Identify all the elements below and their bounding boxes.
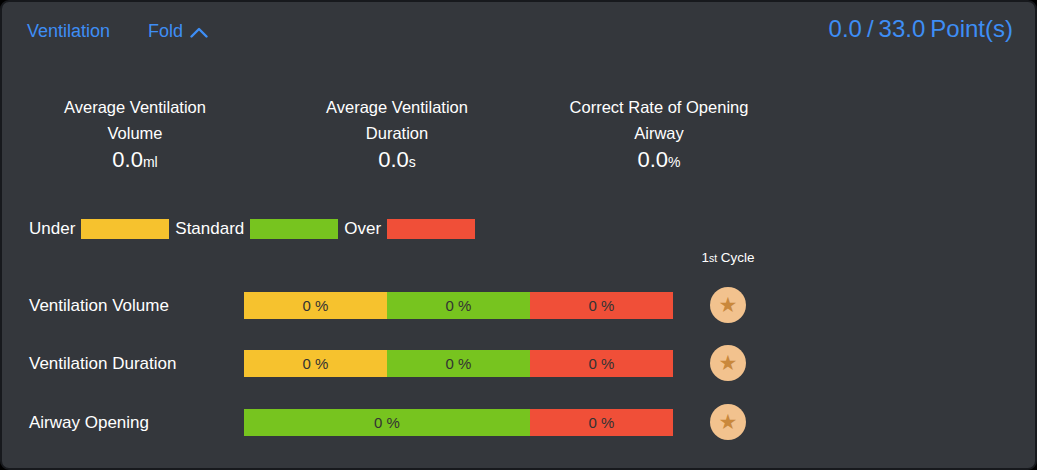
stat-value-number: 0.0 bbox=[637, 147, 668, 172]
legend-label-over: Over bbox=[344, 219, 381, 239]
stat-title-line2: Volume bbox=[0, 120, 285, 146]
star-badge: ★ bbox=[710, 404, 746, 440]
star-icon: ★ bbox=[719, 352, 738, 373]
ventilation-panel: Ventilation Fold 0.0 / 33.0 Point(s) Ave… bbox=[0, 0, 1037, 470]
bar-segment-standard: 0 % bbox=[244, 409, 530, 436]
star-icon: ★ bbox=[719, 294, 738, 315]
stat-title-line1: Correct Rate of Opening bbox=[509, 94, 809, 120]
score-current: 0.0 bbox=[829, 15, 862, 43]
bar-segment-over: 0 % bbox=[530, 409, 673, 436]
stat-value: 0.0ml bbox=[0, 147, 285, 175]
bar-segment-under: 0 % bbox=[244, 292, 387, 319]
stat-value: 0.0% bbox=[509, 147, 809, 175]
stat-title-line2: Duration bbox=[247, 120, 547, 146]
legend: Under Standard Over bbox=[29, 219, 475, 239]
stat-value-unit: % bbox=[668, 154, 680, 170]
bar-row-label: Ventilation Duration bbox=[29, 350, 176, 377]
stat-title-line1: Average Ventilation bbox=[0, 94, 285, 120]
stat-value-unit: ml bbox=[143, 154, 158, 170]
score-unit: Point(s) bbox=[930, 15, 1013, 43]
bar-segment-over: 0 % bbox=[530, 292, 673, 319]
stat-title-line1: Average Ventilation bbox=[247, 94, 547, 120]
star-badge: ★ bbox=[710, 287, 746, 323]
cycle-header: 1st Cycle bbox=[668, 250, 788, 265]
bar-segment-under: 0 % bbox=[244, 350, 387, 377]
bar-row: Ventilation Volume0 %0 %0 %★ bbox=[2, 292, 1035, 319]
cycle-ordinal: st bbox=[709, 252, 717, 264]
bar-segment-over: 0 % bbox=[530, 350, 673, 377]
bar-row: Ventilation Duration0 %0 %0 %★ bbox=[2, 350, 1035, 377]
bar-row-label: Airway Opening bbox=[29, 409, 149, 436]
stat-title-line2: Airway bbox=[509, 120, 809, 146]
bar-segment-standard: 0 % bbox=[387, 350, 530, 377]
bar-row: Airway Opening 0 %0 % ★ bbox=[2, 409, 1035, 436]
legend-swatch-over bbox=[387, 219, 475, 239]
legend-label-under: Under bbox=[29, 219, 75, 239]
panel-title: Ventilation bbox=[27, 21, 110, 42]
score-total: 33.0 bbox=[879, 15, 926, 43]
legend-label-standard: Standard bbox=[175, 219, 244, 239]
bar-segment-standard: 0 % bbox=[387, 292, 530, 319]
legend-swatch-standard bbox=[250, 219, 338, 239]
score-display: 0.0 / 33.0 Point(s) bbox=[829, 15, 1013, 43]
cycle-number: 1 bbox=[701, 250, 709, 265]
fold-toggle[interactable]: Fold bbox=[148, 21, 208, 42]
stat-block: Average VentilationDuration0.0s bbox=[247, 94, 547, 175]
stat-block: Correct Rate of OpeningAirway0.0% bbox=[509, 94, 809, 175]
star-badge: ★ bbox=[710, 345, 746, 381]
stat-value-number: 0.0 bbox=[112, 147, 143, 172]
stat-value: 0.0s bbox=[247, 147, 547, 175]
stat-value-number: 0.0 bbox=[378, 147, 409, 172]
bar-row-label: Ventilation Volume bbox=[29, 292, 169, 319]
bar-track: 0 %0 %0 % bbox=[244, 350, 673, 377]
bar-track: 0 %0 % bbox=[244, 409, 673, 436]
cycle-label: Cycle bbox=[721, 250, 755, 265]
stat-value-unit: s bbox=[409, 154, 416, 170]
chevron-up-icon bbox=[190, 27, 208, 38]
stat-block: Average VentilationVolume0.0ml bbox=[0, 94, 285, 175]
legend-swatch-under bbox=[81, 219, 169, 239]
star-icon: ★ bbox=[719, 411, 738, 432]
fold-label: Fold bbox=[148, 21, 183, 42]
bar-track: 0 %0 %0 % bbox=[244, 292, 673, 319]
score-separator: / bbox=[867, 15, 874, 43]
